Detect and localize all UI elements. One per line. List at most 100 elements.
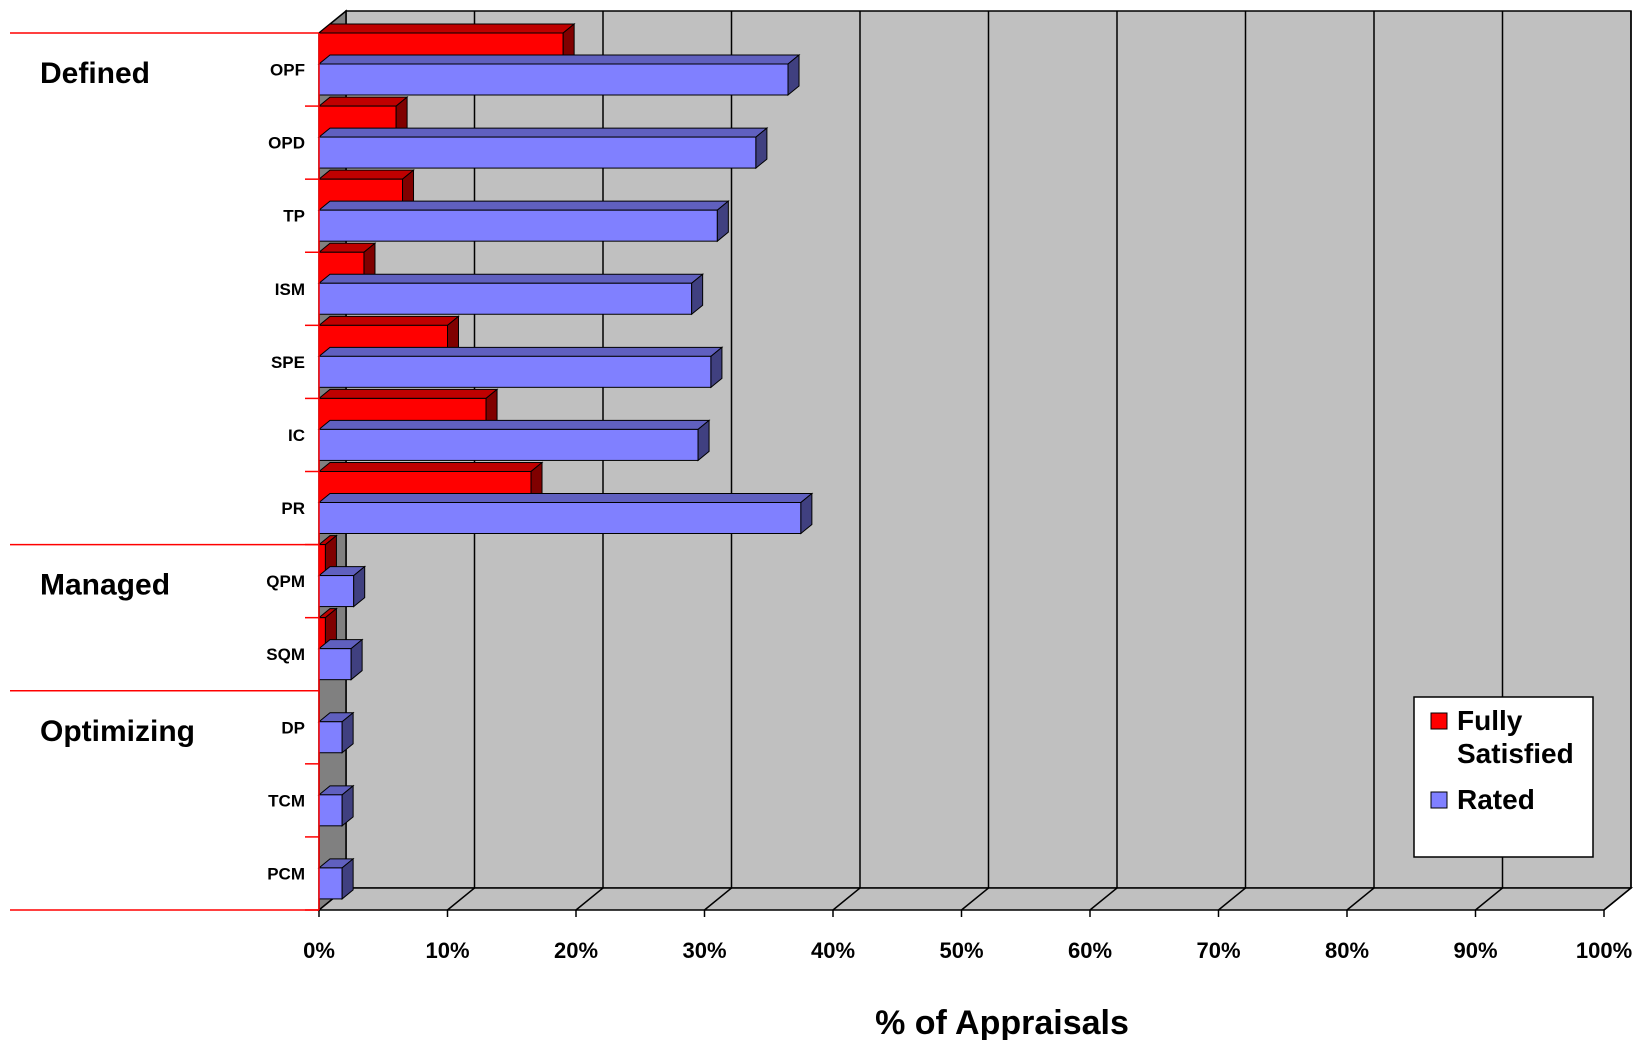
tick-label: 70% <box>1196 938 1240 963</box>
legend-label-line: Satisfied <box>1457 738 1574 769</box>
bar-top <box>317 127 769 138</box>
category-label: PR <box>281 499 305 518</box>
bar-rated <box>317 127 769 170</box>
legend-label-line: Rated <box>1457 784 1535 815</box>
tick-label: 100% <box>1576 938 1632 963</box>
bar-side <box>800 492 813 535</box>
bar-front <box>318 63 789 96</box>
floor-gridline <box>1475 887 1503 911</box>
legend-label: Fully Satisfied <box>1457 705 1574 769</box>
bar-top <box>317 315 460 326</box>
group-labels: Defined Managed Optimizing <box>40 57 195 748</box>
bar-top <box>317 419 711 430</box>
bar-rated <box>317 711 355 754</box>
bar-rated <box>317 565 367 608</box>
bar-front <box>318 502 802 534</box>
bar-top <box>317 96 409 107</box>
tick-label: 50% <box>939 938 983 963</box>
floor-gridline <box>1089 887 1118 911</box>
legend-label-line: Fully <box>1457 705 1523 736</box>
tick-label: 0% <box>303 938 335 963</box>
tick-label: 20% <box>554 938 598 963</box>
floor-gridline <box>447 887 475 911</box>
bar-front <box>318 794 343 827</box>
bar-side <box>697 419 710 462</box>
legend: Fully Satisfied Rated <box>1413 696 1594 858</box>
category-label: ISM <box>275 280 305 299</box>
bar-top <box>317 273 705 284</box>
bar-top <box>317 493 814 503</box>
tick-label: 40% <box>811 938 855 963</box>
category-label: TCM <box>268 791 305 810</box>
category-label: DP <box>281 718 305 737</box>
bar-top <box>317 54 801 65</box>
floor-gridline <box>961 887 989 911</box>
group-dividers <box>10 32 319 911</box>
bar-front <box>318 209 718 242</box>
bar-rated <box>317 638 364 681</box>
floor-gridline <box>575 887 604 911</box>
category-label: PCM <box>267 864 305 883</box>
bar-rated <box>317 200 730 243</box>
tick-label: 10% <box>425 938 469 963</box>
bar-side <box>755 127 768 170</box>
bar-top <box>317 346 724 357</box>
floor-gridline <box>1603 887 1632 911</box>
bar-side <box>350 638 363 681</box>
bar-rated <box>317 53 801 97</box>
category-labels: OPF OPD TP ISM SPE IC PR QPM SQM DP TCM PCM <box>266 33 320 911</box>
bar-fully-satisfied <box>317 607 338 650</box>
category-label: SPE <box>271 353 305 372</box>
bar-front <box>318 575 355 608</box>
legend-label: Rated <box>1457 784 1535 815</box>
bar-front <box>318 867 343 900</box>
floor-gridline <box>1218 887 1246 911</box>
bar-top <box>317 462 544 472</box>
bar-side <box>691 273 704 316</box>
bar-side <box>787 53 800 97</box>
floor-gridline <box>704 887 732 911</box>
bar-front <box>318 282 693 315</box>
bar-rated <box>317 273 705 316</box>
bar-rated <box>317 857 355 900</box>
bar-front <box>318 721 343 754</box>
bar-side <box>716 200 729 243</box>
bar-front <box>318 136 757 169</box>
bar-front <box>318 355 712 388</box>
floor-gridline <box>1346 887 1375 911</box>
bar-front <box>318 428 699 461</box>
bar-side <box>353 565 366 608</box>
bar-side <box>341 857 354 900</box>
group-label: Managed <box>40 569 170 602</box>
bar-side <box>710 346 723 389</box>
bar-front <box>318 648 352 681</box>
bar-rated <box>317 419 711 462</box>
tick-label: 60% <box>1068 938 1112 963</box>
tick-label: 80% <box>1325 938 1369 963</box>
group-label: Defined <box>40 57 150 90</box>
x-axis-ticks: 0% 10% 20% 30% 40% 50% 60% 70% 80% 90% 100% <box>303 910 1632 963</box>
category-label: OPD <box>268 134 305 153</box>
bar-top <box>317 200 730 211</box>
bar-side <box>341 711 354 754</box>
bar-rated <box>317 492 814 535</box>
bar-rated <box>317 346 724 389</box>
bar-rated <box>317 784 355 827</box>
bar-top <box>317 23 576 34</box>
bar-top <box>317 169 415 180</box>
floor-gridline <box>832 887 861 911</box>
category-label: QPM <box>266 572 305 591</box>
category-label: IC <box>288 426 305 445</box>
category-label: SQM <box>266 645 305 664</box>
bar-side <box>341 784 354 827</box>
tick-label: 30% <box>682 938 726 963</box>
legend-swatch <box>1430 712 1448 730</box>
legend-swatch <box>1430 791 1448 809</box>
x-axis-title: % of Appraisals <box>875 1004 1129 1040</box>
category-label: TP <box>283 207 305 226</box>
bar-top <box>317 388 499 399</box>
category-label: OPF <box>270 61 305 80</box>
group-label: Optimizing <box>40 715 195 748</box>
tick-label: 90% <box>1453 938 1497 963</box>
